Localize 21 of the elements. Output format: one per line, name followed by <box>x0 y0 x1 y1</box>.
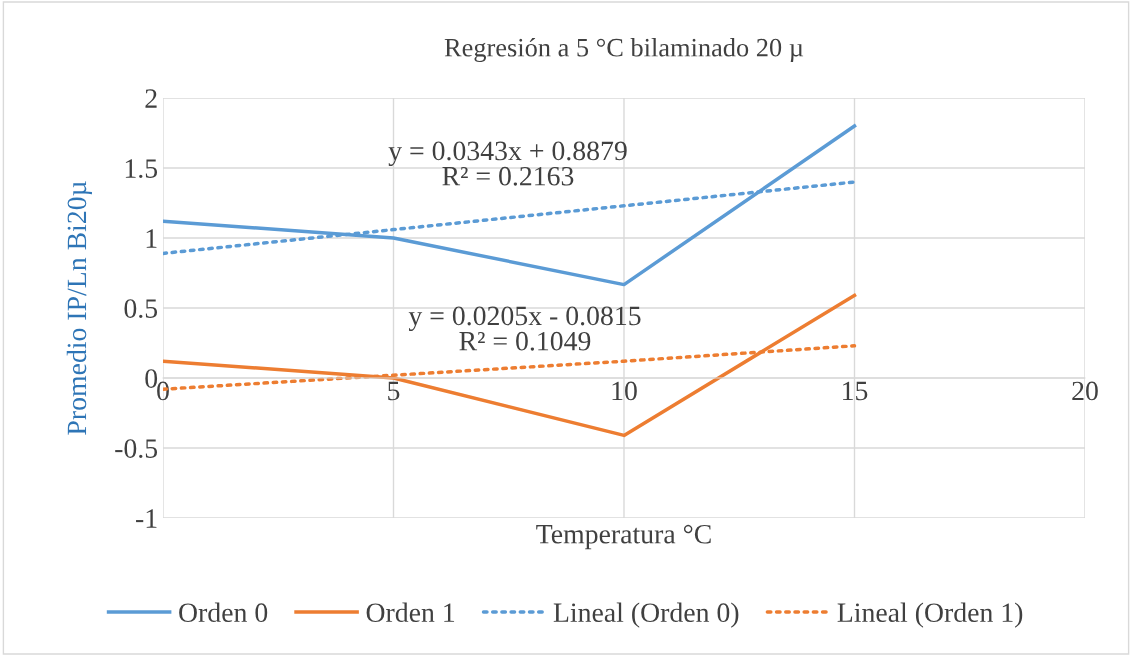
x-tick-label: 20 <box>1072 381 1098 401</box>
line-series <box>163 124 857 287</box>
y-tick-label: 2 <box>145 89 157 108</box>
annotation: y = 0.0205x - 0.0815 R² = 0.1049 <box>408 306 641 351</box>
x-tick-label: 15 <box>843 381 868 401</box>
y-tick-label: -1 <box>136 509 157 528</box>
x-tick-label: 5 <box>388 381 400 401</box>
chart-title: Regresión a 5 °C bilaminado 20 µ <box>444 37 804 63</box>
legend-label: Lineal (Orden 0) <box>553 602 739 628</box>
y-tick-label: 1.5 <box>125 159 158 179</box>
legend-label: Lineal (Orden 1) <box>837 602 1023 628</box>
legend-label: Orden 0 <box>179 602 268 623</box>
y-tick-label: 0 <box>145 369 158 388</box>
x-axis-title: Temperatura °C <box>536 524 711 550</box>
annotation: y = 0.0343x + 0.8879 R² = 0.2163 <box>388 141 627 186</box>
y-tick-label: -0.5 <box>115 439 158 459</box>
legend-label: Orden 1 <box>366 602 455 623</box>
y-tick-label: 1 <box>146 229 157 248</box>
y-axis-title: Promedio IP/Ln Bi20µ <box>66 181 92 435</box>
x-tick-label: 10 <box>612 381 637 401</box>
y-tick-label: 0.5 <box>124 299 158 319</box>
